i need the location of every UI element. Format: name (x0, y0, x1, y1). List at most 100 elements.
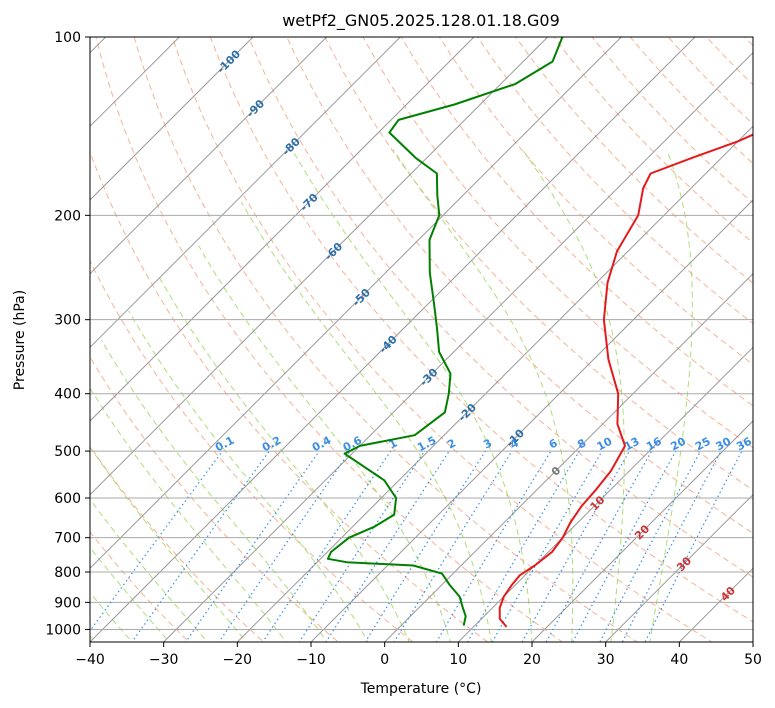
dry-adiabat (705, 37, 753, 86)
isotherm-line (90, 37, 623, 570)
moist-adiabat (128, 310, 369, 642)
dry-adiabat (90, 150, 489, 642)
dewpoint-series-line (326, 37, 564, 626)
isotherm-line (90, 37, 475, 422)
moist-adiabat (522, 149, 625, 642)
dry-adiabat (90, 445, 265, 642)
moist-adiabat (240, 201, 492, 642)
mixing-ratio-line (393, 450, 513, 642)
isotherm-line (310, 199, 753, 642)
moist-adiabat (392, 149, 574, 642)
x-axis-title: Temperature (°C) (360, 681, 482, 697)
y-tick-label: 200 (54, 208, 81, 224)
x-tick-label: 10 (449, 652, 467, 668)
isotherm-line (90, 37, 181, 128)
isotherm-label: -100 (215, 47, 244, 76)
moist-adiabat (198, 245, 452, 642)
mixing-ratio-label: 20 (668, 435, 688, 454)
isotherm-line (90, 37, 549, 496)
y-axis-title: Pressure (hPa) (12, 290, 28, 390)
dry-adiabat (286, 37, 753, 534)
temperature-series-line (498, 133, 753, 628)
dry-adiabat (770, 24, 775, 654)
mixing-ratio-line (521, 450, 631, 642)
mixing-ratio-line (131, 450, 270, 642)
dry-adiabat (629, 37, 753, 165)
y-tick-label: 300 (54, 313, 81, 329)
dry-adiabat (248, 37, 753, 578)
mixing-ratio-label: 2 (445, 436, 458, 451)
dry-adiabat (90, 259, 414, 642)
mixing-ratio-label: 3 (481, 436, 494, 451)
dry-adiabat (90, 355, 340, 642)
moist-adiabat (90, 387, 287, 642)
dry-adiabat (553, 37, 753, 244)
mixing-ratio-label: 36 (734, 435, 754, 454)
x-tick-label: 40 (670, 652, 688, 668)
y-tick-label: 500 (54, 444, 81, 460)
y-tick-label: 400 (54, 387, 81, 403)
dry-adiabat (667, 37, 753, 125)
plot-frame (89, 36, 754, 643)
dry-adiabat (515, 37, 753, 284)
x-tick-label: 30 (597, 652, 615, 668)
y-tick-label: 900 (54, 595, 81, 611)
mixing-ratio-line (491, 450, 603, 642)
chart-title: wetPf2_GN05.2025.128.01.18.G09 (282, 11, 560, 31)
moist-adiabat (159, 277, 410, 642)
isotherm-line (90, 37, 328, 275)
dry-adiabat (591, 37, 753, 204)
mixing-ratio-line (90, 450, 223, 632)
y-tick-label: 600 (54, 491, 81, 507)
dry-adiabat (209, 37, 753, 623)
x-tick-label: −10 (296, 652, 326, 668)
isotherm-line (457, 346, 753, 642)
mixing-ratio-line (262, 450, 392, 642)
dry-adiabat (171, 37, 713, 642)
moist-adiabat (291, 149, 533, 642)
mixing-ratio-line (185, 450, 320, 642)
mixing-ratio-label: 16 (644, 435, 664, 454)
mixing-ratio-line (466, 450, 580, 642)
mixing-ratio-line (325, 450, 450, 642)
mixing-ratio-line (218, 450, 351, 642)
mixing-ratio-line (644, 450, 743, 642)
x-tick-label: 50 (744, 652, 762, 668)
isotherm-line (162, 51, 753, 642)
moist-adiabat (90, 446, 248, 642)
mixing-ratio-label: 6 (547, 436, 560, 451)
mixing-ratio-label: 25 (693, 435, 713, 454)
isotherm-label: -70 (298, 191, 321, 214)
y-tick-label: 1000 (45, 622, 81, 638)
isotherm-line (383, 272, 753, 642)
mixing-ratio-line (545, 450, 653, 642)
moist-adiabat (101, 340, 328, 642)
mixing-ratio-label: 13 (622, 435, 642, 454)
isotherm-line (531, 420, 753, 642)
mixing-ratio-line (435, 450, 552, 642)
y-tick-label: 100 (54, 30, 81, 46)
dry-adiabat (744, 37, 753, 47)
y-tick-label: 700 (54, 531, 81, 547)
isotherm-line (90, 37, 696, 642)
x-tick-label: −40 (75, 652, 105, 668)
mixing-ratio-line (298, 450, 425, 642)
x-tick-label: −20 (223, 652, 253, 668)
plot-area: 0.1 0.2 0.4 0.6 1 1.5 2 3 4 6 8 10 13 16 20 25 30 36-100-… (0, 10, 775, 654)
mixing-ratio-label: 10 (595, 435, 615, 454)
isotherm-line (752, 641, 753, 642)
x-tick-label: 0 (380, 652, 389, 668)
mixing-ratio-line (364, 450, 486, 642)
isotherm-line (0, 10, 59, 654)
x-tick-label: −30 (149, 652, 179, 668)
mixing-ratio-label: 30 (714, 435, 734, 454)
moist-adiabat (90, 498, 209, 642)
dry-adiabat (133, 37, 638, 642)
moist-adiabat (649, 149, 693, 642)
dry-adiabat (95, 37, 564, 642)
y-tick-label: 800 (54, 565, 81, 581)
x-tick-label: 20 (523, 652, 541, 668)
mixing-ratio-line (621, 450, 722, 642)
isotherm-line (90, 37, 402, 349)
